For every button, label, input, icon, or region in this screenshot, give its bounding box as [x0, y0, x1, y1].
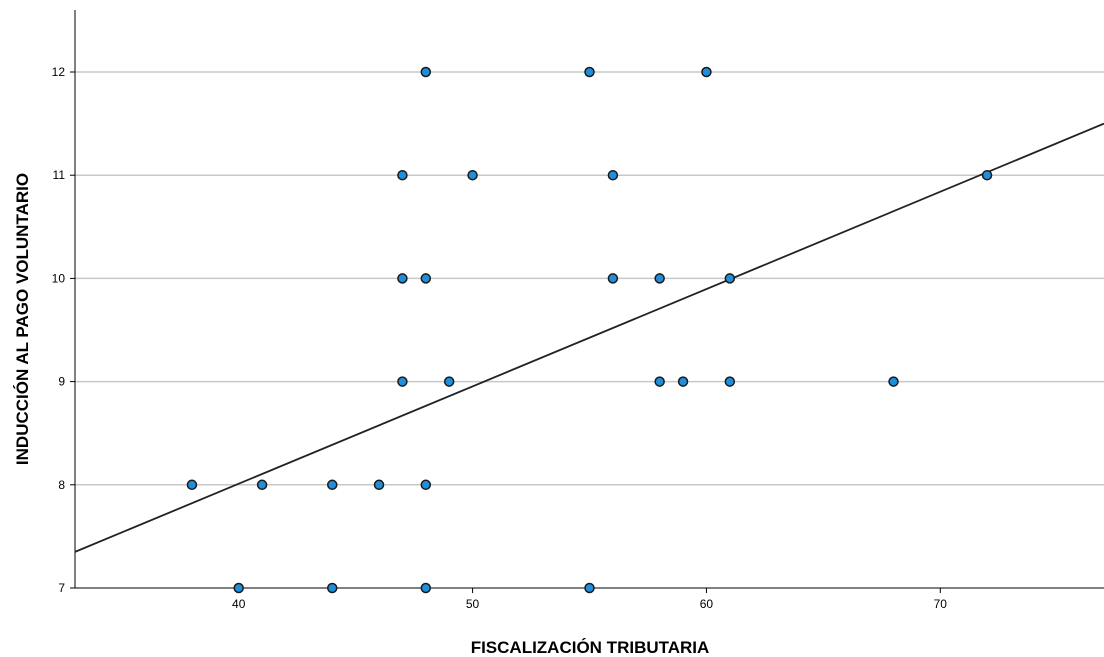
- x-axis-ticks: 40 50 60 70: [232, 588, 947, 611]
- data-point: [701, 66, 712, 78]
- data-point: [607, 273, 619, 284]
- data-point: [420, 582, 432, 594]
- data-point: [373, 479, 385, 491]
- data-point: [420, 273, 432, 284]
- data-point: [327, 479, 338, 491]
- grid-lines: [75, 71, 1104, 486]
- data-point: [397, 376, 408, 387]
- y-tick-label: 9: [58, 375, 65, 389]
- data-point: [981, 169, 993, 181]
- x-tick-label: 50: [466, 597, 480, 611]
- data-point: [654, 273, 665, 284]
- data-point: [186, 479, 198, 491]
- data-point: [467, 169, 478, 181]
- fit-line: [74, 122, 1104, 553]
- data-point: [327, 582, 338, 594]
- fit-line-group: [74, 122, 1104, 553]
- data-point: [607, 169, 619, 181]
- data-points: [186, 66, 993, 594]
- data-point: [724, 273, 736, 284]
- x-tick-label: 70: [934, 597, 948, 611]
- data-point: [654, 376, 665, 387]
- data-point: [397, 273, 408, 284]
- y-tick-label: 8: [58, 478, 65, 492]
- data-point: [420, 66, 432, 78]
- data-point: [677, 376, 689, 387]
- data-point: [888, 376, 899, 387]
- data-point: [443, 376, 455, 387]
- data-point: [584, 66, 595, 78]
- y-axis-ticks: 7 8 9 10 11 12: [52, 65, 75, 595]
- y-tick-label: 10: [52, 271, 66, 285]
- data-point: [584, 582, 595, 594]
- y-axis-title: INDUCCIÓN AL PAGO VOLUNTARIO: [13, 173, 32, 465]
- x-tick-label: 60: [700, 597, 714, 611]
- y-tick-label: 12: [52, 65, 66, 79]
- data-point: [397, 169, 408, 181]
- x-tick-label: 40: [232, 597, 246, 611]
- data-point: [724, 376, 736, 387]
- data-point: [233, 582, 244, 594]
- y-tick-label: 11: [53, 168, 66, 182]
- data-point: [256, 479, 268, 491]
- y-tick-label: 7: [58, 581, 65, 595]
- data-point: [420, 479, 432, 491]
- x-axis-title: FISCALIZACIÓN TRIBUTARIA: [471, 638, 710, 657]
- axes: [74, 10, 1104, 589]
